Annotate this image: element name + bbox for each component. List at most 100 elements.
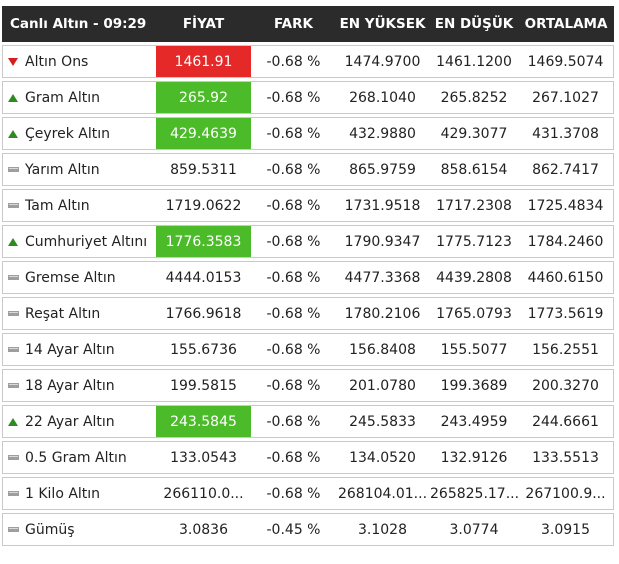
average-value: 156.2551: [518, 333, 614, 366]
lowest-value: 429.3077: [430, 117, 518, 150]
row-name-cell: Reşat Altın: [2, 297, 155, 330]
highest-value: 1474.9700: [335, 45, 430, 78]
price-cell: 265.92: [155, 81, 252, 114]
lowest-value: 1461.1200: [430, 45, 518, 78]
gold-type-label: 14 Ayar Altın: [25, 341, 115, 358]
average-value: 862.7417: [518, 153, 614, 186]
column-header-average[interactable]: ORTALAMA: [518, 6, 614, 42]
price-value: 1776.3583: [156, 226, 251, 257]
price-cell: 155.6736: [155, 333, 252, 366]
gold-type-label: Gremse Altın: [25, 269, 116, 286]
row-name-cell: 18 Ayar Altın: [2, 369, 155, 402]
row-name-cell: Yarım Altın: [2, 153, 155, 186]
dash-icon: [7, 488, 19, 500]
highest-value: 245.5833: [335, 405, 430, 438]
lowest-value: 858.6154: [430, 153, 518, 186]
lowest-value: 265825.17...: [430, 477, 518, 510]
gold-type-label: 0.5 Gram Altın: [25, 449, 127, 466]
highest-value: 4477.3368: [335, 261, 430, 294]
table-row: Tam Altın 1719.0622 -0.68 % 1731.9518 1717.2…: [2, 189, 614, 222]
average-value: 1773.5619: [518, 297, 614, 330]
column-header-price[interactable]: FİYAT: [155, 6, 252, 42]
lowest-value: 3.0774: [430, 513, 518, 546]
row-name-cell: Çeyrek Altın: [2, 117, 155, 150]
dash-icon: [7, 344, 19, 356]
price-cell: 3.0836: [155, 513, 252, 546]
up-arrow-icon: [7, 128, 19, 140]
highest-value: 865.9759: [335, 153, 430, 186]
highest-value: 201.0780: [335, 369, 430, 402]
table-row: Yarım Altın 859.5311 -0.68 % 865.9759 858.61…: [2, 153, 614, 186]
difference-value: -0.68 %: [252, 441, 335, 474]
price-cell: 1461.91: [155, 45, 252, 78]
average-value: 267100.9...: [518, 477, 614, 510]
lowest-value: 265.8252: [430, 81, 518, 114]
price-value: 199.5815: [170, 377, 237, 394]
gold-type-label: Gram Altın: [25, 89, 100, 106]
gold-type-label: Cumhuriyet Altını: [25, 233, 148, 250]
lowest-value: 199.3689: [430, 369, 518, 402]
price-value: 1719.0622: [165, 197, 242, 214]
gold-price-table: Canlı Altın - 09:29 FİYAT FARK EN YÜKSEK…: [2, 3, 614, 549]
row-name-cell: Altın Ons: [2, 45, 155, 78]
gold-type-label: Çeyrek Altın: [25, 125, 111, 142]
difference-value: -0.68 %: [252, 297, 335, 330]
difference-value: -0.68 %: [252, 45, 335, 78]
table-row: Gremse Altın 4444.0153 -0.68 % 4477.3368 443…: [2, 261, 614, 294]
price-cell: 266110.0...: [155, 477, 252, 510]
difference-value: -0.68 %: [252, 405, 335, 438]
dash-icon: [7, 272, 19, 284]
row-name-cell: 0.5 Gram Altın: [2, 441, 155, 474]
average-value: 267.1027: [518, 81, 614, 114]
dash-icon: [7, 452, 19, 464]
up-arrow-icon: [7, 416, 19, 428]
column-header-lowest[interactable]: EN DÜŞÜK: [430, 6, 518, 42]
highest-value: 3.1028: [335, 513, 430, 546]
price-value: 155.6736: [170, 341, 237, 358]
price-value: 266110.0...: [163, 485, 244, 502]
price-cell: 4444.0153: [155, 261, 252, 294]
average-value: 4460.6150: [518, 261, 614, 294]
lowest-value: 1775.7123: [430, 225, 518, 258]
gold-type-label: 22 Ayar Altın: [25, 413, 115, 430]
table-row: Gümüş 3.0836 -0.45 % 3.1028 3.0774 3.0915: [2, 513, 614, 546]
difference-value: -0.68 %: [252, 189, 335, 222]
highest-value: 156.8408: [335, 333, 430, 366]
average-value: 200.3270: [518, 369, 614, 402]
price-cell: 859.5311: [155, 153, 252, 186]
average-value: 133.5513: [518, 441, 614, 474]
lowest-value: 243.4959: [430, 405, 518, 438]
table-title: Canlı Altın - 09:29: [2, 6, 155, 42]
price-value: 133.0543: [170, 449, 237, 466]
gold-type-label: Reşat Altın: [25, 305, 101, 322]
lowest-value: 4439.2808: [430, 261, 518, 294]
price-cell: 133.0543: [155, 441, 252, 474]
table-row: Cumhuriyet Altını 1776.3583 -0.68 % 1790.93…: [2, 225, 614, 258]
column-header-difference[interactable]: FARK: [252, 6, 335, 42]
column-header-highest[interactable]: EN YÜKSEK: [335, 6, 430, 42]
difference-value: -0.68 %: [252, 261, 335, 294]
price-cell: 243.5845: [155, 405, 252, 438]
gold-type-label: 18 Ayar Altın: [25, 377, 115, 394]
highest-value: 432.9880: [335, 117, 430, 150]
dash-icon: [7, 200, 19, 212]
dash-icon: [7, 380, 19, 392]
highest-value: 134.0520: [335, 441, 430, 474]
highest-value: 1731.9518: [335, 189, 430, 222]
price-value: 3.0836: [179, 521, 228, 538]
up-arrow-icon: [7, 236, 19, 248]
lowest-value: 1765.0793: [430, 297, 518, 330]
highest-value: 1780.2106: [335, 297, 430, 330]
highest-value: 1790.9347: [335, 225, 430, 258]
table-row: 14 Ayar Altın 155.6736 -0.68 % 156.8408 155.…: [2, 333, 614, 366]
dash-icon: [7, 164, 19, 176]
table-row: Reşat Altın 1766.9618 -0.68 % 1780.2106 1765…: [2, 297, 614, 330]
price-value: 859.5311: [170, 161, 237, 178]
dash-icon: [7, 308, 19, 320]
difference-value: -0.45 %: [252, 513, 335, 546]
gold-type-label: Yarım Altın: [25, 161, 100, 178]
lowest-value: 1717.2308: [430, 189, 518, 222]
difference-value: -0.68 %: [252, 81, 335, 114]
difference-value: -0.68 %: [252, 153, 335, 186]
price-cell: 429.4639: [155, 117, 252, 150]
